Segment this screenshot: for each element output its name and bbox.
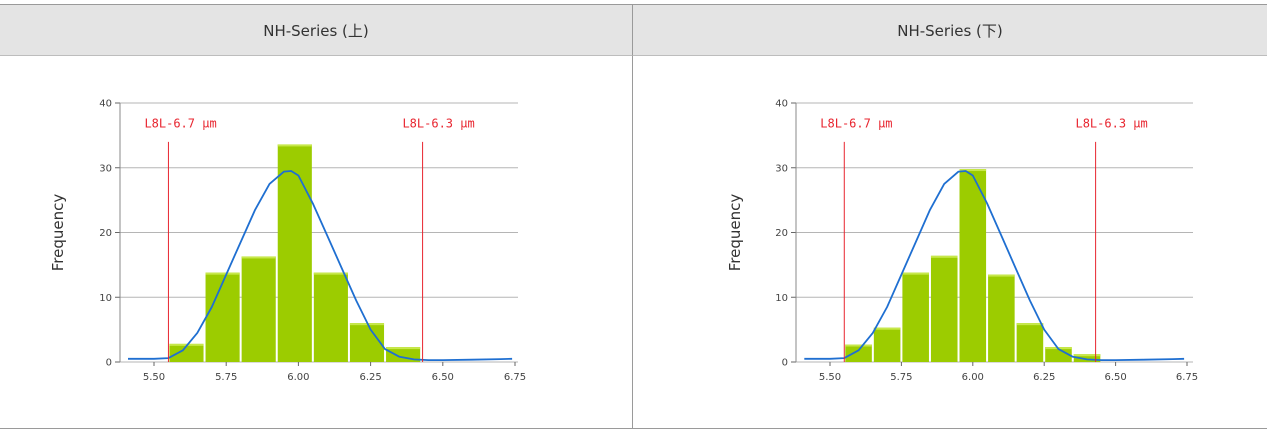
x-tick-label: 6.25 [359, 372, 381, 383]
histogram-bar-highlight [1016, 323, 1044, 326]
y-tick-label: 40 [99, 99, 112, 110]
histogram-bar [988, 274, 1015, 362]
histogram-bar [873, 327, 901, 362]
spec-limit-label: L8L-6.7 μm [144, 117, 216, 131]
x-tick-label: 5.50 [819, 372, 841, 383]
y-tick-label: 20 [99, 228, 112, 239]
histogram-bar [169, 343, 204, 362]
histogram-bar [1045, 347, 1072, 362]
column-header-lower-label: NH-Series (下) [897, 21, 1003, 40]
histogram-bar-highlight [277, 144, 312, 147]
x-tick-label: 6.50 [432, 372, 454, 383]
spec-limit-label: L8L-6.7 μm [820, 117, 892, 131]
histogram-bar [1073, 354, 1101, 362]
x-tick-label: 5.50 [143, 372, 165, 383]
y-tick-label: 0 [782, 358, 788, 369]
histogram-bar [930, 255, 958, 362]
histogram-bar [1016, 323, 1044, 362]
column-header-upper: NH-Series (上) [0, 5, 633, 56]
column-header-upper-label: NH-Series (上) [263, 21, 369, 40]
histogram-bar [845, 344, 872, 362]
chart-cell-lower: 0 10 20 30 40 5.50 5.75 6.00 6.25 6.50 6.75 Frequen… [633, 56, 1267, 428]
histogram-bar-highlight [241, 256, 276, 259]
y-tick-label: 20 [775, 228, 788, 239]
column-header-lower: NH-Series (下) [633, 5, 1267, 56]
histogram-lower: 0 10 20 30 40 5.50 5.75 6.00 6.25 6.50 6.75 Frequen… [726, 99, 1198, 384]
histogram-bar-highlight [873, 327, 901, 330]
histogram-bar-highlight [902, 272, 929, 275]
spec-limit-label: L8L-6.3 μm [402, 117, 474, 131]
histogram-bar [205, 272, 240, 362]
y-axis-title: Frequency [49, 194, 67, 272]
distribution-curve [804, 170, 1185, 362]
y-tick-label: 30 [775, 163, 788, 174]
histogram-bar [277, 144, 312, 362]
histogram-bar-highlight [959, 169, 987, 172]
histogram-bar-highlight [205, 272, 240, 275]
y-tick-label: 30 [99, 163, 112, 174]
x-tick-label: 5.75 [890, 372, 912, 383]
y-axis-title: Frequency [726, 194, 744, 272]
y-tick-label: 10 [775, 293, 788, 304]
y-tick-label: 40 [775, 99, 788, 110]
distribution-curve [128, 170, 513, 362]
x-tick-label: 5.75 [215, 372, 237, 383]
x-tick-label: 6.00 [287, 372, 309, 383]
histogram-bar-highlight [386, 347, 421, 350]
histogram-bar [241, 256, 276, 362]
histogram-bar-highlight [313, 272, 348, 275]
x-tick-label: 6.75 [1176, 372, 1198, 383]
histogram-bar [313, 272, 348, 362]
histogram-bar [902, 272, 929, 362]
histogram-bar-highlight [930, 255, 958, 258]
y-tick-label: 0 [106, 358, 112, 369]
comparison-table: NH-Series (上) NH-Series (下) 0 10 20 30 40 5.5… [0, 4, 1267, 429]
x-tick-label: 6.00 [962, 372, 984, 383]
x-tick-label: 6.50 [1104, 372, 1126, 383]
histogram-bar [959, 169, 987, 362]
x-tick-label: 6.75 [504, 372, 526, 383]
spec-limit-label: L8L-6.3 μm [1075, 117, 1147, 131]
histogram-bar-highlight [1073, 354, 1101, 357]
histogram-bar-highlight [845, 344, 872, 347]
histogram-bar [349, 323, 385, 362]
x-tick-label: 6.25 [1033, 372, 1055, 383]
histogram-upper: 0 10 20 30 40 5.50 5.75 6.00 6.25 6.50 6.75 Frequen… [49, 99, 526, 384]
y-tick-label: 10 [99, 293, 112, 304]
chart-cell-upper: 0 10 20 30 40 5.50 5.75 6.00 6.25 6.50 6.75 Frequen… [0, 56, 633, 428]
histogram-bar-highlight [988, 274, 1015, 277]
